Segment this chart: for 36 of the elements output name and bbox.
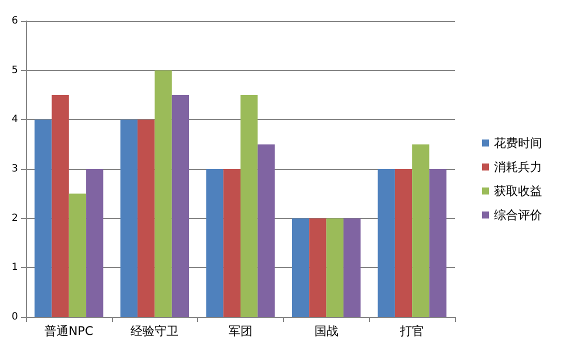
y-tick-label: 6 xyxy=(12,16,18,26)
x-tick-label: 普通NPC xyxy=(44,324,94,338)
bar xyxy=(34,120,52,317)
bar xyxy=(429,169,446,317)
bar xyxy=(154,70,172,317)
y-tick-label: 3 xyxy=(12,164,18,174)
y-tick-label: 0 xyxy=(12,312,18,322)
legend-label: 综合评价 xyxy=(494,208,542,222)
bar xyxy=(292,218,310,317)
bar xyxy=(206,169,224,317)
bar xyxy=(326,218,344,317)
x-tick-label: 军团 xyxy=(228,324,252,338)
bar xyxy=(120,120,138,317)
bar xyxy=(394,169,412,317)
bar xyxy=(138,120,155,317)
bar xyxy=(309,218,326,317)
bar xyxy=(412,144,430,317)
y-tick-label: 1 xyxy=(12,262,18,274)
legend-label: 消耗兵力 xyxy=(494,160,542,174)
bar xyxy=(240,95,258,317)
bar xyxy=(378,169,395,317)
y-tick-label: 4 xyxy=(12,114,18,126)
bar xyxy=(343,218,361,317)
x-tick-label: 经验守卫 xyxy=(130,324,179,338)
bar xyxy=(258,144,275,317)
bar xyxy=(68,194,86,317)
legend-label: 花费时间 xyxy=(494,136,542,150)
bar xyxy=(172,95,190,317)
legend-label: 获取收益 xyxy=(494,184,542,198)
bar xyxy=(223,169,240,317)
y-tick-label: 5 xyxy=(12,64,18,76)
y-tick-label: 2 xyxy=(12,212,18,224)
bar xyxy=(86,169,104,317)
x-tick-label: 国战 xyxy=(314,324,338,338)
x-tick-label: 打官 xyxy=(399,324,424,338)
bar xyxy=(52,95,69,317)
